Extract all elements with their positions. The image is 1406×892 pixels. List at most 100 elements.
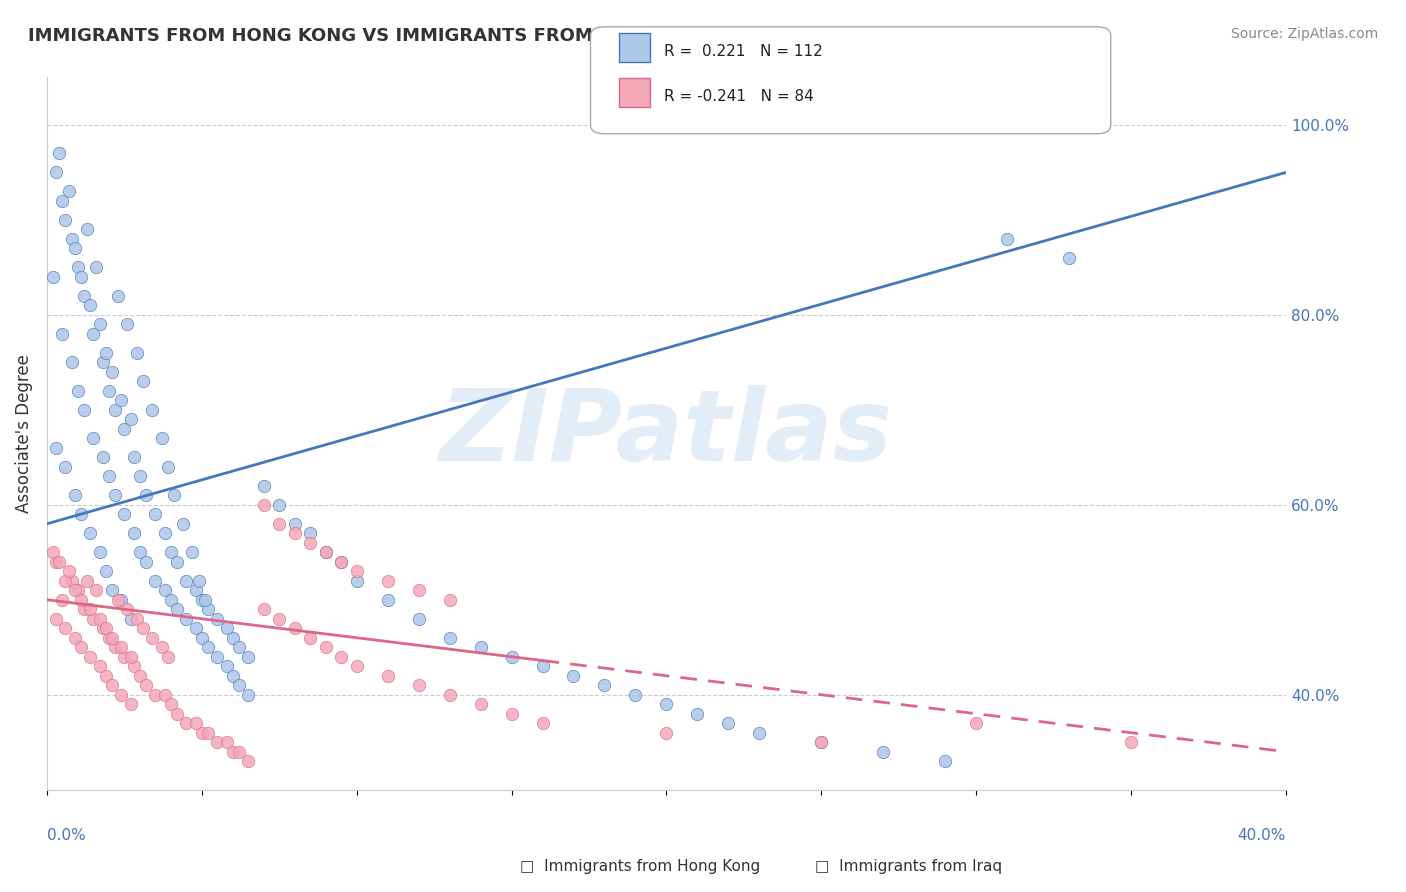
Point bbox=[346, 564, 368, 578]
Point bbox=[107, 289, 129, 303]
Point bbox=[346, 574, 368, 588]
Point bbox=[330, 555, 353, 569]
Point bbox=[501, 706, 523, 721]
Point bbox=[299, 526, 322, 541]
Point bbox=[222, 745, 245, 759]
Point bbox=[810, 735, 832, 749]
Point bbox=[215, 659, 238, 673]
Point bbox=[408, 612, 430, 626]
Point bbox=[872, 745, 894, 759]
Point bbox=[101, 631, 124, 645]
Point bbox=[51, 326, 73, 341]
Point bbox=[120, 697, 142, 711]
Point bbox=[45, 555, 67, 569]
Point bbox=[135, 555, 157, 569]
Point bbox=[66, 583, 89, 598]
Point bbox=[717, 716, 740, 731]
Point bbox=[531, 659, 554, 673]
Point bbox=[94, 564, 117, 578]
Point bbox=[70, 508, 93, 522]
Point bbox=[141, 402, 163, 417]
Point bbox=[439, 592, 461, 607]
Text: R = -0.241   N = 84: R = -0.241 N = 84 bbox=[664, 89, 814, 103]
Text: IMMIGRANTS FROM HONG KONG VS IMMIGRANTS FROM IRAQ ASSOCIATE'S DEGREE CORRELATION: IMMIGRANTS FROM HONG KONG VS IMMIGRANTS … bbox=[28, 27, 1092, 45]
Point bbox=[965, 716, 987, 731]
Point bbox=[60, 232, 83, 246]
Text: R =  0.221   N = 112: R = 0.221 N = 112 bbox=[664, 45, 823, 59]
Point bbox=[184, 621, 207, 635]
Point bbox=[215, 735, 238, 749]
Point bbox=[58, 185, 80, 199]
Point bbox=[166, 555, 188, 569]
Point bbox=[125, 612, 148, 626]
Point bbox=[79, 298, 101, 312]
Point bbox=[624, 688, 647, 702]
Point bbox=[76, 574, 98, 588]
Point bbox=[82, 431, 104, 445]
Point bbox=[89, 545, 111, 559]
Point bbox=[156, 649, 179, 664]
Point bbox=[70, 269, 93, 284]
Point bbox=[101, 365, 124, 379]
Point bbox=[377, 669, 399, 683]
Point bbox=[686, 706, 709, 721]
Point bbox=[315, 545, 337, 559]
Point bbox=[79, 602, 101, 616]
Point bbox=[97, 631, 120, 645]
Point bbox=[48, 146, 70, 161]
Point bbox=[197, 725, 219, 739]
Point bbox=[128, 669, 150, 683]
Point bbox=[222, 631, 245, 645]
Point bbox=[55, 459, 77, 474]
Point bbox=[63, 631, 86, 645]
Point bbox=[166, 706, 188, 721]
Text: □  Immigrants from Iraq: □ Immigrants from Iraq bbox=[815, 859, 1002, 874]
Point bbox=[153, 526, 176, 541]
Point bbox=[70, 640, 93, 655]
Point bbox=[55, 574, 77, 588]
Point bbox=[1119, 735, 1142, 749]
Point bbox=[143, 574, 166, 588]
Point bbox=[79, 649, 101, 664]
Point bbox=[1057, 251, 1080, 265]
Point bbox=[269, 612, 291, 626]
Point bbox=[284, 526, 307, 541]
Point bbox=[531, 716, 554, 731]
Point bbox=[91, 621, 114, 635]
Point bbox=[110, 688, 132, 702]
Point bbox=[562, 669, 585, 683]
Text: □  Immigrants from Hong Kong: □ Immigrants from Hong Kong bbox=[520, 859, 761, 874]
Text: ZIPatlas: ZIPatlas bbox=[440, 385, 893, 482]
Point bbox=[330, 649, 353, 664]
Point bbox=[110, 592, 132, 607]
Point bbox=[174, 612, 197, 626]
Point bbox=[60, 574, 83, 588]
Point bbox=[104, 488, 127, 502]
Point bbox=[228, 640, 250, 655]
Point bbox=[228, 745, 250, 759]
Point bbox=[330, 555, 353, 569]
Point bbox=[501, 649, 523, 664]
Point bbox=[810, 735, 832, 749]
Point bbox=[163, 488, 186, 502]
Point bbox=[269, 498, 291, 512]
Point bbox=[284, 516, 307, 531]
Point bbox=[150, 640, 173, 655]
Point bbox=[51, 592, 73, 607]
Point bbox=[284, 621, 307, 635]
Point bbox=[51, 194, 73, 208]
Point bbox=[187, 574, 209, 588]
Point bbox=[45, 165, 67, 179]
Point bbox=[995, 232, 1018, 246]
Point bbox=[97, 384, 120, 398]
Point bbox=[120, 649, 142, 664]
Point bbox=[132, 375, 155, 389]
Point bbox=[42, 269, 65, 284]
Point bbox=[135, 678, 157, 692]
Point bbox=[122, 450, 145, 465]
Point bbox=[184, 583, 207, 598]
Point bbox=[135, 488, 157, 502]
Point bbox=[174, 574, 197, 588]
Point bbox=[120, 612, 142, 626]
Point bbox=[346, 659, 368, 673]
